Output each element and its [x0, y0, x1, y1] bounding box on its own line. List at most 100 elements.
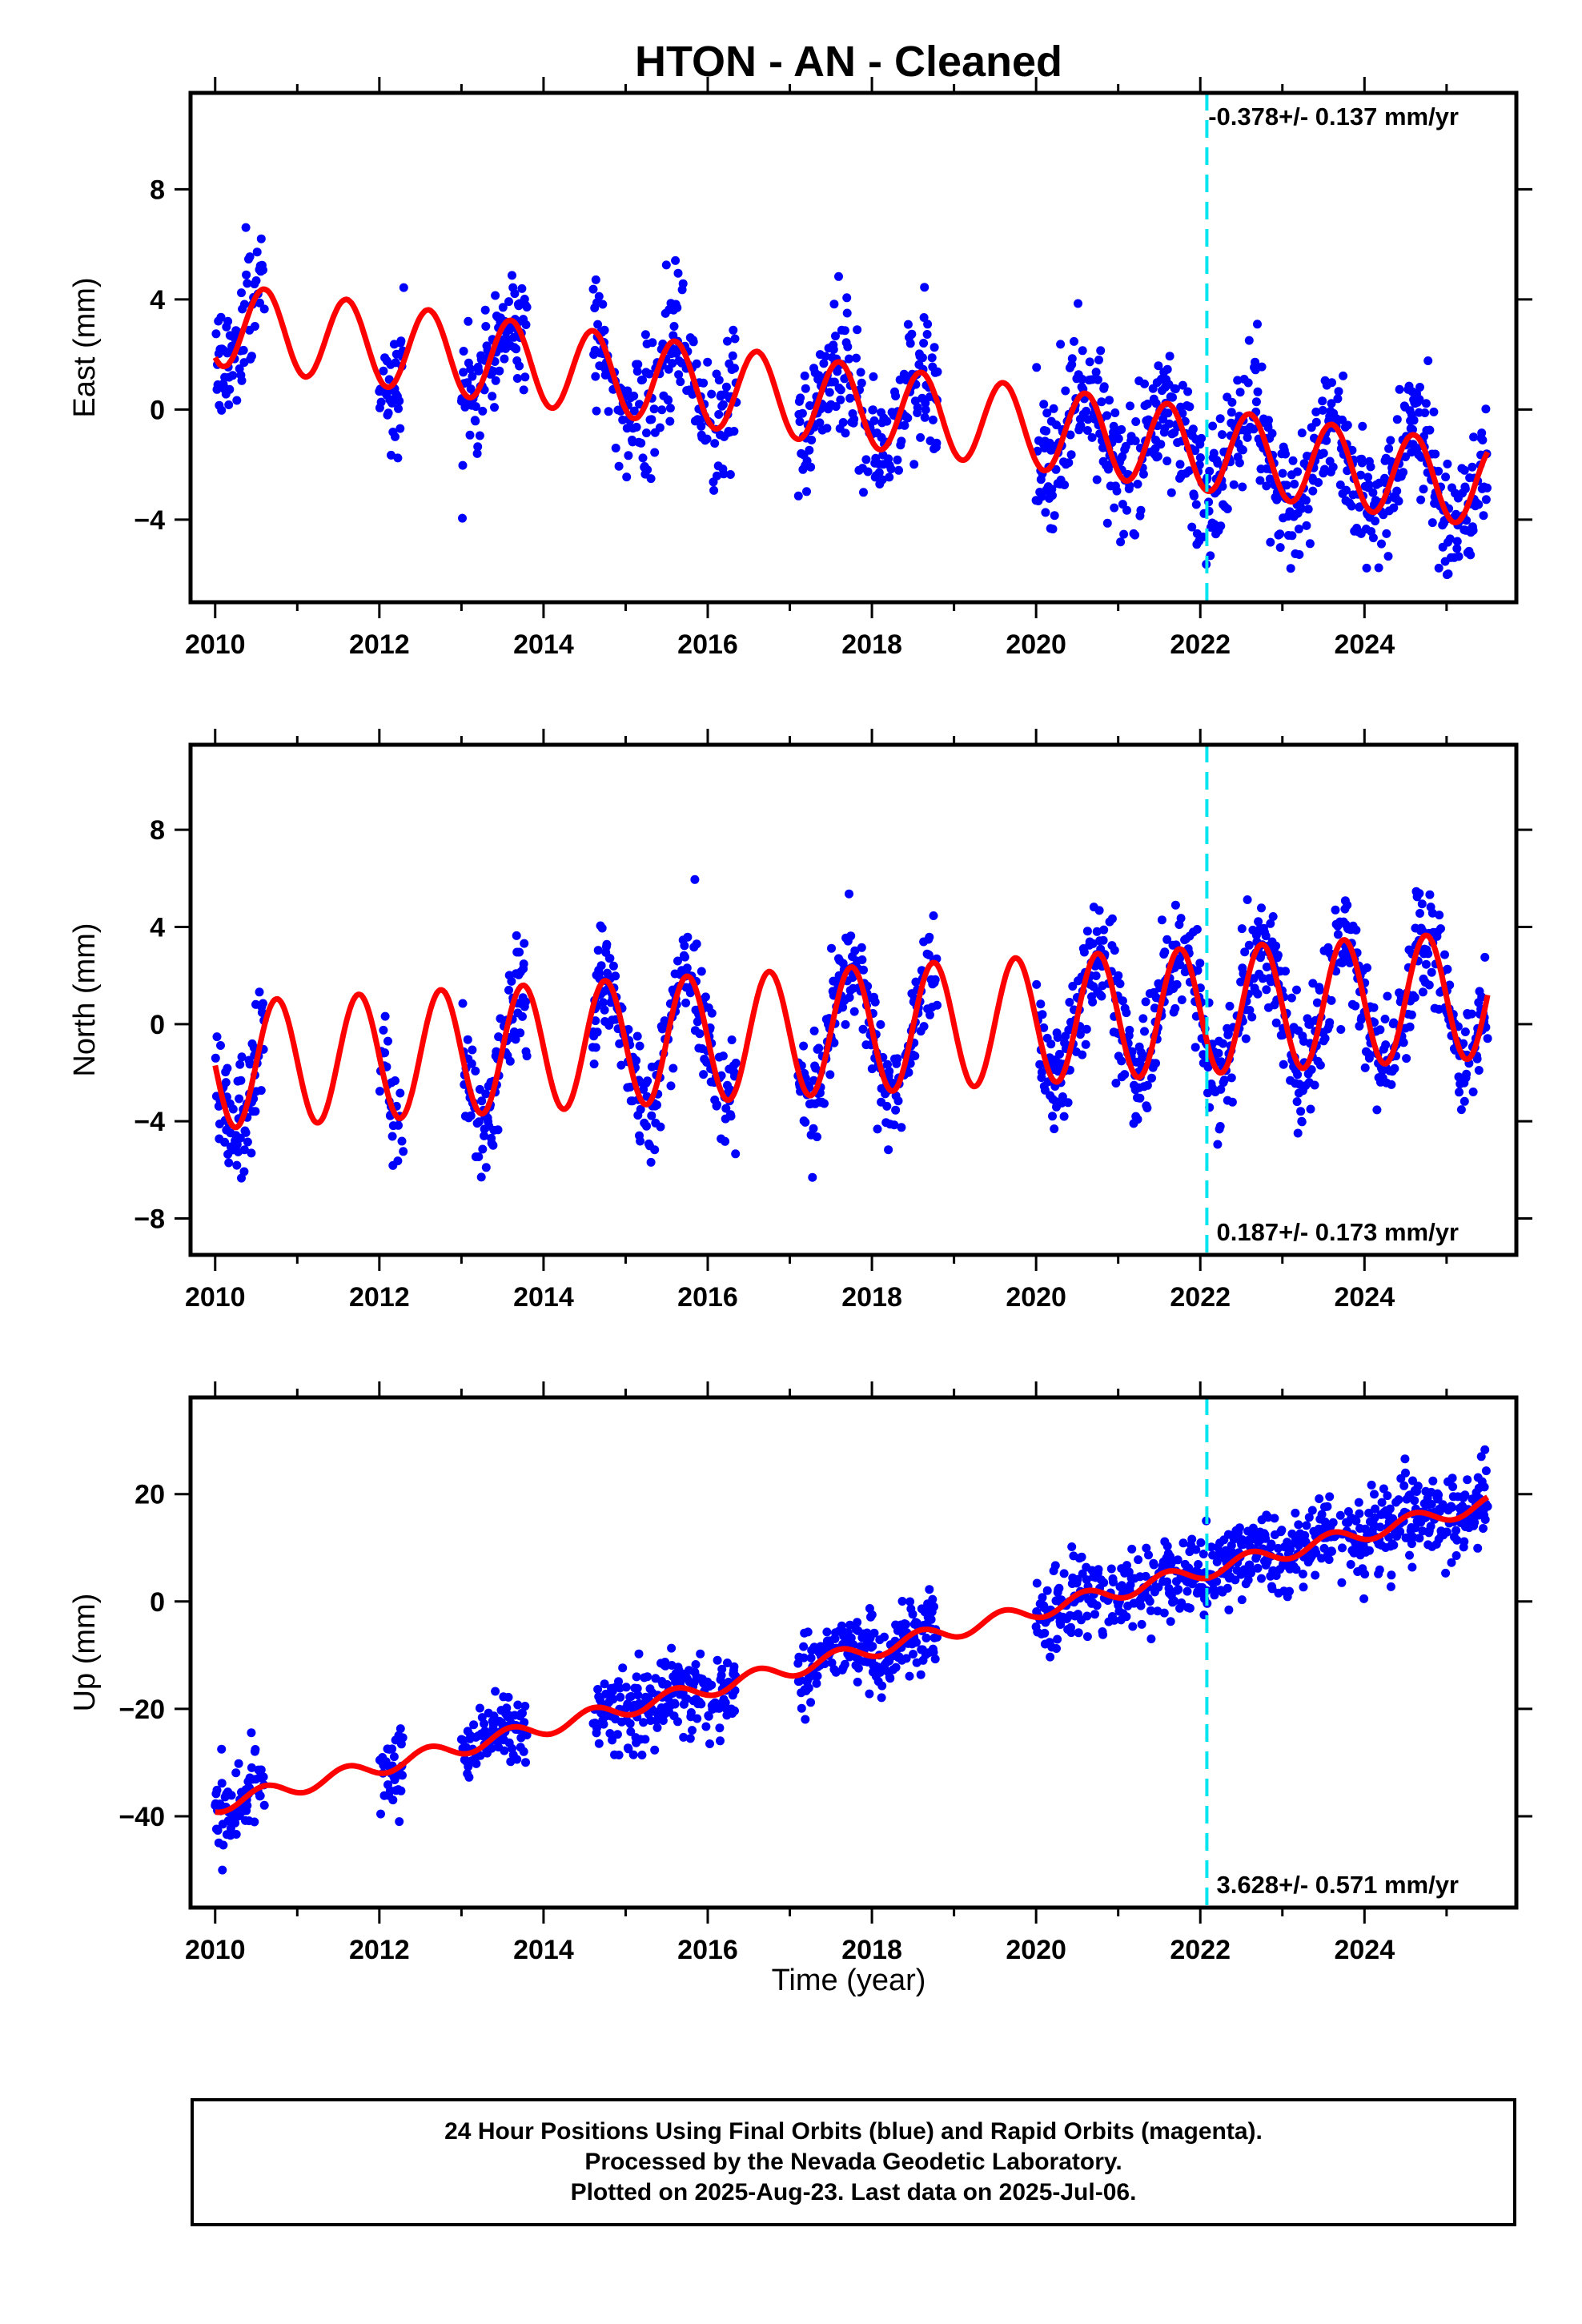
- data-point: [1162, 456, 1172, 466]
- data-point: [1251, 931, 1261, 940]
- data-point: [1434, 466, 1443, 476]
- data-point: [1128, 1622, 1138, 1631]
- data-point: [1267, 428, 1277, 438]
- data-point: [1114, 434, 1123, 444]
- data-point: [624, 1744, 633, 1754]
- data-point: [1481, 1466, 1491, 1476]
- data-point: [730, 364, 739, 373]
- data-point: [1096, 346, 1106, 356]
- data-point: [1099, 382, 1109, 392]
- data-point: [853, 325, 862, 335]
- data-point: [903, 320, 913, 329]
- data-point: [1421, 959, 1431, 969]
- data-point: [458, 460, 468, 470]
- data-point: [391, 432, 400, 441]
- data-point: [1212, 1577, 1222, 1586]
- data-point: [459, 1735, 468, 1745]
- data-point: [1328, 462, 1338, 472]
- data-point: [897, 1123, 906, 1132]
- data-point: [1364, 1053, 1374, 1063]
- data-point: [1327, 399, 1336, 408]
- data-point: [247, 352, 256, 361]
- data-point: [1165, 352, 1174, 361]
- data-point: [468, 1045, 477, 1055]
- data-point: [853, 1618, 862, 1627]
- data-point: [1067, 1542, 1077, 1551]
- data-point: [1137, 1619, 1146, 1629]
- data-point: [1318, 396, 1327, 406]
- data-point: [1216, 521, 1226, 531]
- data-point: [730, 1706, 739, 1715]
- data-point: [1194, 1560, 1203, 1569]
- footer-line-3: Plotted on 2025-Aug-23. Last data on 202…: [570, 2179, 1137, 2205]
- data-point: [512, 1755, 522, 1764]
- data-point: [1142, 400, 1152, 408]
- data-point: [905, 1597, 915, 1606]
- data-point: [1094, 356, 1103, 364]
- data-point: [251, 1107, 260, 1116]
- data-point: [1301, 496, 1311, 505]
- data-point: [1066, 450, 1076, 460]
- data-point: [1092, 927, 1102, 936]
- data-point: [652, 1100, 661, 1110]
- data-point: [897, 1597, 907, 1606]
- data-point: [685, 1734, 695, 1743]
- data-point: [231, 1768, 241, 1778]
- data-point: [925, 1585, 934, 1594]
- data-point: [504, 1692, 513, 1702]
- data-point: [845, 993, 854, 1002]
- data-point: [829, 300, 839, 309]
- data-point: [1360, 1063, 1370, 1072]
- data-point: [515, 947, 524, 957]
- x-tick-label: 2016: [677, 1935, 738, 1965]
- data-point: [1117, 424, 1126, 434]
- data-point: [1185, 402, 1195, 412]
- data-point: [1102, 411, 1112, 420]
- data-point: [1240, 947, 1250, 957]
- data-point: [853, 1663, 863, 1673]
- data-point: [396, 424, 405, 433]
- data-point: [635, 1041, 644, 1051]
- data-point: [640, 1735, 650, 1744]
- data-point: [1359, 1594, 1369, 1603]
- up-plot-frame: [188, 1395, 1519, 1910]
- data-point: [1174, 1585, 1183, 1594]
- data-point: [591, 372, 600, 381]
- data-point: [491, 1687, 500, 1696]
- data-point: [867, 1064, 877, 1074]
- data-point: [670, 1699, 680, 1709]
- data-point: [721, 1104, 731, 1113]
- data-point: [1199, 1550, 1208, 1558]
- data-point: [1140, 1027, 1149, 1036]
- data-point: [1142, 1080, 1152, 1090]
- data-point: [922, 330, 932, 339]
- data-point: [1261, 931, 1271, 941]
- x-tick-label: 2014: [513, 629, 574, 660]
- data-point: [725, 470, 735, 479]
- data-point: [602, 939, 612, 949]
- data-point: [834, 271, 843, 281]
- data-point: [1050, 511, 1059, 521]
- data-point: [522, 303, 532, 312]
- data-point: [469, 1720, 479, 1730]
- data-point: [1144, 1550, 1153, 1560]
- data-point: [636, 1104, 645, 1114]
- data-point: [480, 1131, 489, 1140]
- data-point: [223, 1063, 232, 1073]
- x-tick-label: 2014: [513, 1282, 574, 1313]
- data-point: [1046, 1652, 1055, 1662]
- data-point: [856, 368, 865, 377]
- data-point: [393, 1156, 403, 1166]
- data-point: [376, 397, 386, 407]
- data-point: [930, 343, 939, 352]
- data-point: [605, 954, 615, 963]
- data-point: [597, 923, 607, 933]
- data-point: [807, 436, 817, 444]
- data-point: [250, 322, 259, 331]
- data-point: [1363, 472, 1373, 482]
- data-point: [889, 1120, 899, 1130]
- data-point: [1323, 1502, 1332, 1511]
- data-point: [1191, 1545, 1201, 1554]
- data-point: [391, 1076, 400, 1085]
- data-point: [1185, 1603, 1195, 1613]
